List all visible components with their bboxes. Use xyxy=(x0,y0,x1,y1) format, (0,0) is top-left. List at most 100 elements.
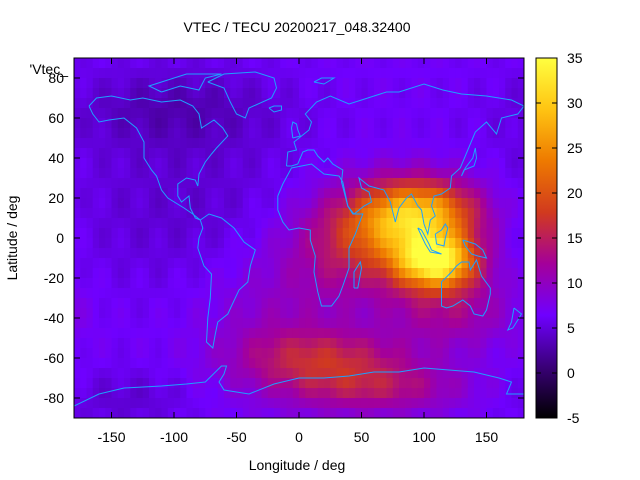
heatmap-cell xyxy=(405,98,413,109)
heatmap-cell xyxy=(392,128,400,139)
heatmap-cell xyxy=(92,118,100,129)
heatmap-cell xyxy=(155,278,163,289)
heatmap-cell xyxy=(161,388,169,399)
heatmap-cell xyxy=(255,328,263,339)
heatmap-cell xyxy=(230,318,238,329)
heatmap-cell xyxy=(255,78,263,89)
heatmap-cell xyxy=(199,68,206,79)
heatmap-cell xyxy=(205,228,213,239)
heatmap-cell xyxy=(261,378,269,389)
heatmap-cell xyxy=(392,118,400,129)
heatmap-cell xyxy=(499,348,506,359)
heatmap-cell xyxy=(430,268,438,279)
heatmap-cell xyxy=(380,118,388,129)
heatmap-cell xyxy=(492,268,500,279)
heatmap-cell xyxy=(267,208,275,219)
heatmap-cell xyxy=(286,158,294,169)
heatmap-cell xyxy=(480,408,488,418)
heatmap-cell xyxy=(392,278,400,289)
heatmap-cell xyxy=(224,118,231,129)
heatmap-cell xyxy=(99,68,106,79)
heatmap-cell xyxy=(330,228,338,239)
heatmap-cell xyxy=(136,68,144,79)
heatmap-cell xyxy=(217,358,225,369)
heatmap-cell xyxy=(467,388,475,399)
heatmap-cell xyxy=(249,138,256,149)
heatmap-cell xyxy=(117,348,125,359)
heatmap-cell xyxy=(505,168,513,179)
heatmap-cell xyxy=(342,358,350,369)
heatmap-cell xyxy=(480,328,488,339)
heatmap-cell xyxy=(467,218,475,229)
heatmap-cell xyxy=(424,188,431,199)
heatmap-cell xyxy=(361,158,369,169)
heatmap-cell xyxy=(105,408,113,418)
heatmap-cell xyxy=(267,378,275,389)
heatmap-cell xyxy=(261,228,269,239)
heatmap-cell xyxy=(155,288,163,299)
heatmap-cell xyxy=(411,298,419,309)
heatmap-cell xyxy=(149,188,156,199)
heatmap-cell xyxy=(474,148,481,159)
heatmap-cell xyxy=(342,318,350,329)
heatmap-cell xyxy=(399,138,406,149)
heatmap-cell xyxy=(242,258,250,269)
heatmap-cell xyxy=(161,58,169,69)
heatmap-cell xyxy=(211,298,219,309)
heatmap-cell xyxy=(86,248,94,259)
heatmap-cell xyxy=(167,108,175,119)
heatmap-cell xyxy=(380,328,388,339)
heatmap-cell xyxy=(336,218,344,229)
heatmap-cell xyxy=(249,198,256,209)
heatmap-cell xyxy=(380,378,388,389)
heatmap-cell xyxy=(442,368,450,379)
heatmap-cell xyxy=(267,408,275,418)
heatmap-cell xyxy=(211,58,219,69)
heatmap-cell xyxy=(424,178,431,189)
heatmap-cell xyxy=(492,68,500,79)
heatmap-cell xyxy=(367,218,375,229)
heatmap-cell xyxy=(299,358,306,369)
heatmap-cell xyxy=(286,138,294,149)
heatmap-cell xyxy=(374,158,381,169)
heatmap-cell xyxy=(136,218,144,229)
heatmap-cell xyxy=(230,178,238,189)
heatmap-cell xyxy=(192,388,200,399)
heatmap-cell xyxy=(286,368,294,379)
heatmap-cell xyxy=(230,78,238,89)
heatmap-cell xyxy=(467,58,475,69)
heatmap-cell xyxy=(380,68,388,79)
heatmap-cell xyxy=(367,388,375,399)
heatmap-cell xyxy=(136,178,144,189)
heatmap-cell xyxy=(405,158,413,169)
heatmap-cell xyxy=(136,358,144,369)
colorbar-tick-label: 0 xyxy=(567,365,575,381)
heatmap-cell xyxy=(236,248,244,259)
heatmap-cell xyxy=(117,378,125,389)
heatmap-cell xyxy=(99,348,106,359)
heatmap-cell xyxy=(324,118,331,129)
heatmap-cell xyxy=(111,178,119,189)
heatmap-cell xyxy=(224,158,231,169)
heatmap-cell xyxy=(336,328,344,339)
heatmap-cell xyxy=(255,88,263,99)
heatmap-cell xyxy=(349,408,356,418)
heatmap-cell xyxy=(255,288,263,299)
heatmap-cell xyxy=(442,298,450,309)
heatmap-cell xyxy=(486,338,494,349)
heatmap-cell xyxy=(499,58,506,69)
heatmap-cell xyxy=(111,98,119,109)
heatmap-cell xyxy=(167,88,175,99)
heatmap-cell xyxy=(74,268,81,279)
heatmap-cell xyxy=(105,198,113,209)
heatmap-cell xyxy=(317,218,325,229)
heatmap-cell xyxy=(105,238,113,249)
heatmap-cell xyxy=(430,148,438,159)
heatmap-cell xyxy=(480,248,488,259)
heatmap-cell xyxy=(224,288,231,299)
heatmap-cell xyxy=(499,208,506,219)
heatmap-cell xyxy=(174,58,181,69)
heatmap-cell xyxy=(517,398,524,409)
heatmap-cell xyxy=(242,308,250,319)
